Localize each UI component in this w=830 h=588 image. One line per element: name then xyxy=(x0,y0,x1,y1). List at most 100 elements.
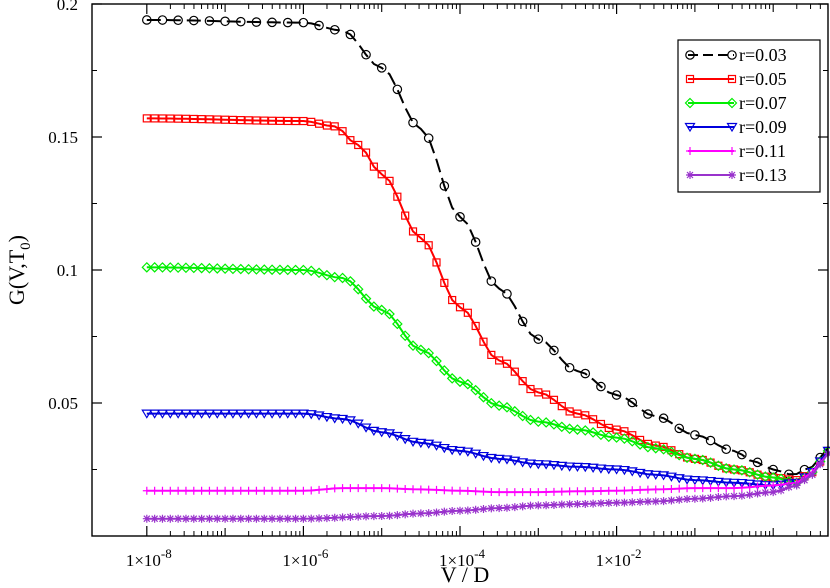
data-point-r=0.03 xyxy=(658,413,669,424)
data-point-r=0.05 xyxy=(236,116,245,125)
data-point-r=0.05 xyxy=(181,114,191,123)
data-point-r=0.13 xyxy=(377,512,386,521)
data-point-r=0.07 xyxy=(603,431,615,443)
data-point-r=0.13 xyxy=(268,514,277,523)
data-point-r=0.05 xyxy=(706,458,715,467)
data-point-r=0.05 xyxy=(424,241,433,250)
data-point-r=0.13 xyxy=(573,500,582,509)
data-point-r=0.05 xyxy=(385,176,394,185)
y-tick-label: 0.05 xyxy=(48,394,78,413)
data-point-r=0.03 xyxy=(345,29,356,40)
data-point-r=0.11 xyxy=(714,484,723,493)
data-point-r=0.07 xyxy=(376,304,388,316)
data-point-r=0.11 xyxy=(612,486,621,495)
data-point-r=0.07 xyxy=(720,463,732,474)
data-point-r=0.07 xyxy=(321,269,333,281)
data-point-r=0.09 xyxy=(321,412,333,423)
data-point-r=0.07 xyxy=(172,262,184,273)
data-point-r=0.07 xyxy=(196,262,207,274)
data-point-r=0.07 xyxy=(532,416,544,427)
legend-marker xyxy=(686,147,694,155)
data-point-r=0.09 xyxy=(446,445,458,456)
data-point-r=0.13 xyxy=(142,514,151,523)
data-point-r=0.13 xyxy=(260,514,269,523)
data-point-r=0.09 xyxy=(595,464,607,474)
legend-label: r=0.05 xyxy=(739,69,787,89)
data-point-r=0.07 xyxy=(305,265,317,277)
data-point-r=0.03 xyxy=(580,368,591,379)
data-point-r=0.13 xyxy=(722,492,731,501)
data-point-r=0.13 xyxy=(667,496,676,505)
data-point-r=0.03 xyxy=(627,397,638,408)
x-tick-label-base: 1×10 xyxy=(282,551,317,570)
data-point-r=0.09 xyxy=(524,459,537,469)
data-point-r=0.07 xyxy=(266,264,278,276)
data-point-r=0.11 xyxy=(181,486,190,495)
data-point-r=0.05 xyxy=(542,390,551,399)
data-point-r=0.07 xyxy=(235,263,247,275)
data-point-r=0.09 xyxy=(712,477,724,488)
data-point-r=0.07 xyxy=(619,433,630,445)
data-point-r=0.07 xyxy=(462,378,474,390)
data-point-r=0.09 xyxy=(282,409,294,419)
data-point-r=0.13 xyxy=(150,514,159,523)
data-point-r=0.05 xyxy=(408,227,418,236)
data-point-r=0.13 xyxy=(307,514,316,523)
data-point-r=0.03 xyxy=(486,276,497,286)
data-point-r=0.13 xyxy=(181,514,190,523)
legend-marker xyxy=(684,122,696,133)
data-point-r=0.13 xyxy=(651,497,660,506)
data-point-r=0.07 xyxy=(243,263,254,275)
data-point-r=0.11 xyxy=(604,486,613,495)
data-point-r=0.07 xyxy=(219,263,231,275)
data-point-r=0.05 xyxy=(432,258,441,267)
data-point-r=0.11 xyxy=(189,486,198,495)
data-point-r=0.09 xyxy=(188,409,200,419)
data-point-r=0.13 xyxy=(338,513,347,522)
data-point-r=0.13 xyxy=(463,506,472,515)
data-point-r=0.05 xyxy=(628,431,637,440)
data-point-r=0.13 xyxy=(244,514,253,523)
data-point-r=0.13 xyxy=(158,514,167,523)
data-point-r=0.11 xyxy=(424,485,433,494)
data-point-r=0.09 xyxy=(642,470,654,480)
data-point-r=0.05 xyxy=(338,127,347,136)
data-point-r=0.11 xyxy=(659,485,668,494)
data-point-r=0.09 xyxy=(391,431,403,442)
legend-marker xyxy=(728,147,736,155)
data-point-r=0.13 xyxy=(777,486,786,495)
data-point-r=0.09 xyxy=(164,409,176,419)
data-point-r=0.07 xyxy=(666,446,677,458)
data-point-r=0.09 xyxy=(477,451,490,462)
legend-marker xyxy=(684,97,696,109)
data-point-r=0.11 xyxy=(150,486,159,495)
data-point-r=0.05 xyxy=(244,116,253,125)
data-point-r=0.03 xyxy=(267,17,277,28)
y-axis-title-close: ) xyxy=(4,235,29,242)
data-point-r=0.07 xyxy=(548,419,560,430)
data-point-r=0.11 xyxy=(393,484,402,493)
data-point-r=0.13 xyxy=(315,514,324,523)
data-point-r=0.05 xyxy=(518,377,527,386)
data-point-r=0.09 xyxy=(368,426,380,437)
data-point-r=0.13 xyxy=(784,483,793,492)
data-point-r=0.09 xyxy=(681,475,693,485)
data-point-r=0.09 xyxy=(329,414,341,424)
data-point-r=0.05 xyxy=(589,415,598,424)
data-point-r=0.05 xyxy=(283,116,292,126)
data-point-r=0.05 xyxy=(479,337,488,346)
data-point-r=0.05 xyxy=(495,356,504,365)
data-point-r=0.05 xyxy=(267,116,277,125)
data-point-r=0.11 xyxy=(362,484,371,493)
data-point-r=0.05 xyxy=(448,295,457,305)
series-line-r=0.07 xyxy=(146,266,829,484)
series-layer xyxy=(141,15,830,523)
data-point-r=0.07 xyxy=(540,417,552,428)
data-point-r=0.09 xyxy=(571,462,584,473)
data-point-r=0.11 xyxy=(416,485,425,494)
legend-entry-r=0.13: r=0.13 xyxy=(686,165,787,185)
data-point-r=0.05 xyxy=(354,140,363,150)
data-point-r=0.13 xyxy=(628,498,637,507)
data-point-r=0.05 xyxy=(471,321,480,331)
